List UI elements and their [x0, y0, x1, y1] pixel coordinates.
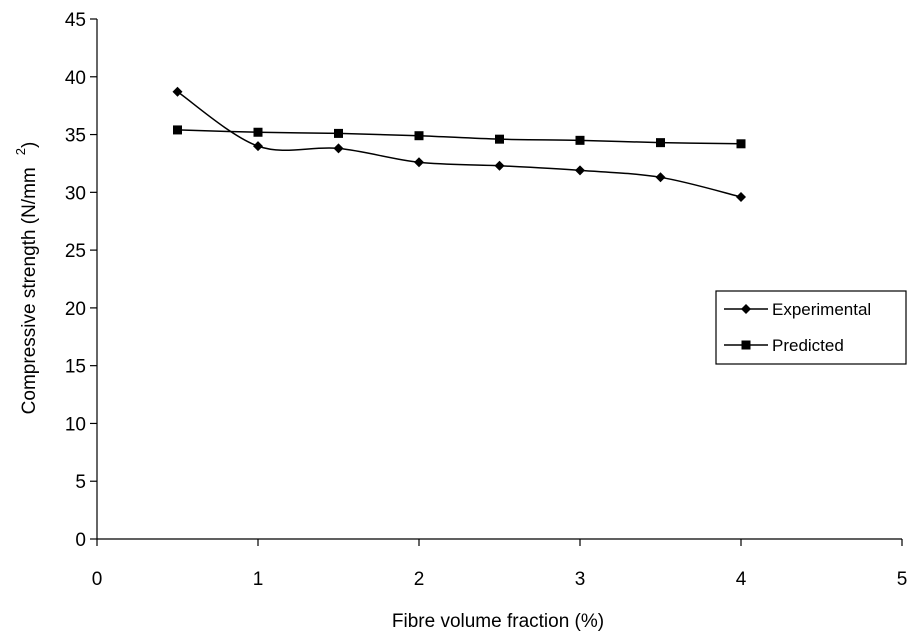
- x-axis-title: Fibre volume fraction (%): [392, 611, 604, 632]
- data-point-experimental: [736, 191, 746, 202]
- legend-marker-predicted: [741, 340, 751, 350]
- data-point-experimental: [575, 165, 585, 176]
- legend-box: [715, 290, 907, 365]
- legend-marker-experimental: [741, 304, 751, 314]
- data-point-predicted: [334, 128, 343, 138]
- data-point-predicted: [173, 125, 182, 135]
- legend: Experimental Predicted: [715, 290, 907, 365]
- y-tick-label: 10: [65, 414, 86, 435]
- y-tick-label: 5: [75, 472, 86, 493]
- series-layer: [172, 86, 746, 202]
- data-point-predicted: [575, 135, 585, 145]
- y-tick-label: 45: [65, 10, 86, 31]
- data-point-predicted: [736, 139, 746, 149]
- legend-label-predicted: Predicted: [772, 336, 844, 355]
- series-line-predicted: [177, 129, 742, 145]
- y-tick-label: 35: [65, 126, 86, 147]
- data-point-experimental: [494, 160, 505, 171]
- y-axis-title: Compressive strength (N/mm 2): [13, 142, 40, 415]
- series-experimental: [172, 86, 746, 202]
- y-tick-label: 20: [65, 299, 86, 320]
- data-point-experimental: [414, 157, 424, 168]
- data-point-predicted: [495, 134, 504, 144]
- y-axis-title-suffix: ): [19, 142, 40, 148]
- series-line-experimental: [177, 91, 742, 198]
- data-point-predicted: [414, 131, 424, 141]
- legend-label-experimental: Experimental: [772, 300, 871, 319]
- data-point-predicted: [656, 138, 665, 148]
- y-tick-label: 40: [65, 68, 86, 89]
- y-tick-label: 0: [75, 530, 86, 551]
- x-tick-label: 0: [92, 569, 103, 590]
- x-tick-label: 1: [253, 569, 264, 590]
- data-point-experimental: [172, 86, 183, 97]
- svg-text:Compressive strength (N/mm2): Compressive strength (N/mm 2): [13, 142, 40, 415]
- series-predicted: [173, 125, 746, 149]
- x-tick-label: 2: [414, 569, 425, 590]
- y-axis-title-superscript: 2: [13, 148, 28, 155]
- y-axis-title-main: Compressive strength (N/mm: [19, 167, 40, 414]
- data-point-experimental: [333, 143, 344, 154]
- data-point-experimental: [655, 172, 666, 183]
- x-tick-label: 4: [736, 569, 747, 590]
- y-tick-label: 30: [65, 183, 86, 204]
- data-point-experimental: [253, 141, 263, 152]
- data-point-predicted: [253, 127, 263, 137]
- x-tick-label: 3: [575, 569, 586, 590]
- x-tick-label: 5: [897, 569, 908, 590]
- y-tick-label: 25: [65, 241, 86, 262]
- y-tick-label: 15: [65, 357, 86, 378]
